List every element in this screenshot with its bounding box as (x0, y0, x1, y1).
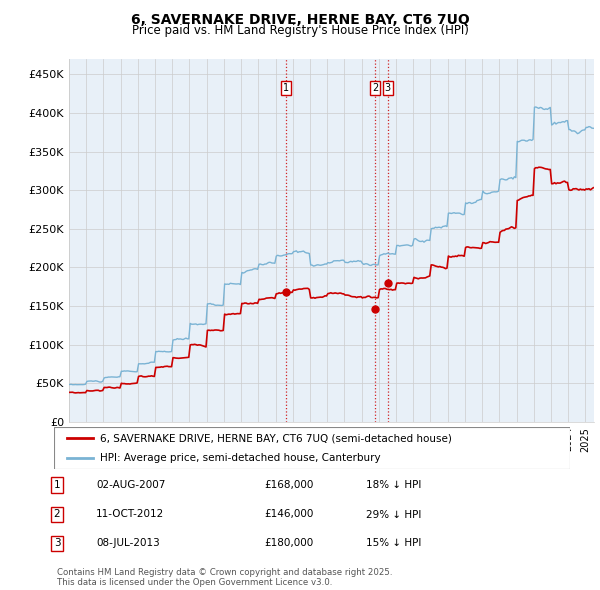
Text: 02-AUG-2007: 02-AUG-2007 (96, 480, 166, 490)
Text: 2: 2 (372, 83, 378, 93)
Text: £168,000: £168,000 (264, 480, 313, 490)
FancyBboxPatch shape (54, 427, 570, 469)
Text: 3: 3 (53, 539, 61, 548)
Text: 18% ↓ HPI: 18% ↓ HPI (366, 480, 421, 490)
Text: 6, SAVERNAKE DRIVE, HERNE BAY, CT6 7UQ: 6, SAVERNAKE DRIVE, HERNE BAY, CT6 7UQ (131, 13, 469, 27)
Text: £180,000: £180,000 (264, 539, 313, 548)
Text: 1: 1 (283, 83, 289, 93)
Text: 08-JUL-2013: 08-JUL-2013 (96, 539, 160, 548)
Text: 3: 3 (385, 83, 391, 93)
Text: 29% ↓ HPI: 29% ↓ HPI (366, 510, 421, 519)
Text: 2: 2 (53, 510, 61, 519)
Text: 6, SAVERNAKE DRIVE, HERNE BAY, CT6 7UQ (semi-detached house): 6, SAVERNAKE DRIVE, HERNE BAY, CT6 7UQ (… (100, 433, 452, 443)
Text: 15% ↓ HPI: 15% ↓ HPI (366, 539, 421, 548)
Text: Price paid vs. HM Land Registry's House Price Index (HPI): Price paid vs. HM Land Registry's House … (131, 24, 469, 37)
Text: HPI: Average price, semi-detached house, Canterbury: HPI: Average price, semi-detached house,… (100, 454, 381, 463)
Text: £146,000: £146,000 (264, 510, 313, 519)
Text: 1: 1 (53, 480, 61, 490)
Text: 11-OCT-2012: 11-OCT-2012 (96, 510, 164, 519)
Text: Contains HM Land Registry data © Crown copyright and database right 2025.
This d: Contains HM Land Registry data © Crown c… (57, 568, 392, 587)
